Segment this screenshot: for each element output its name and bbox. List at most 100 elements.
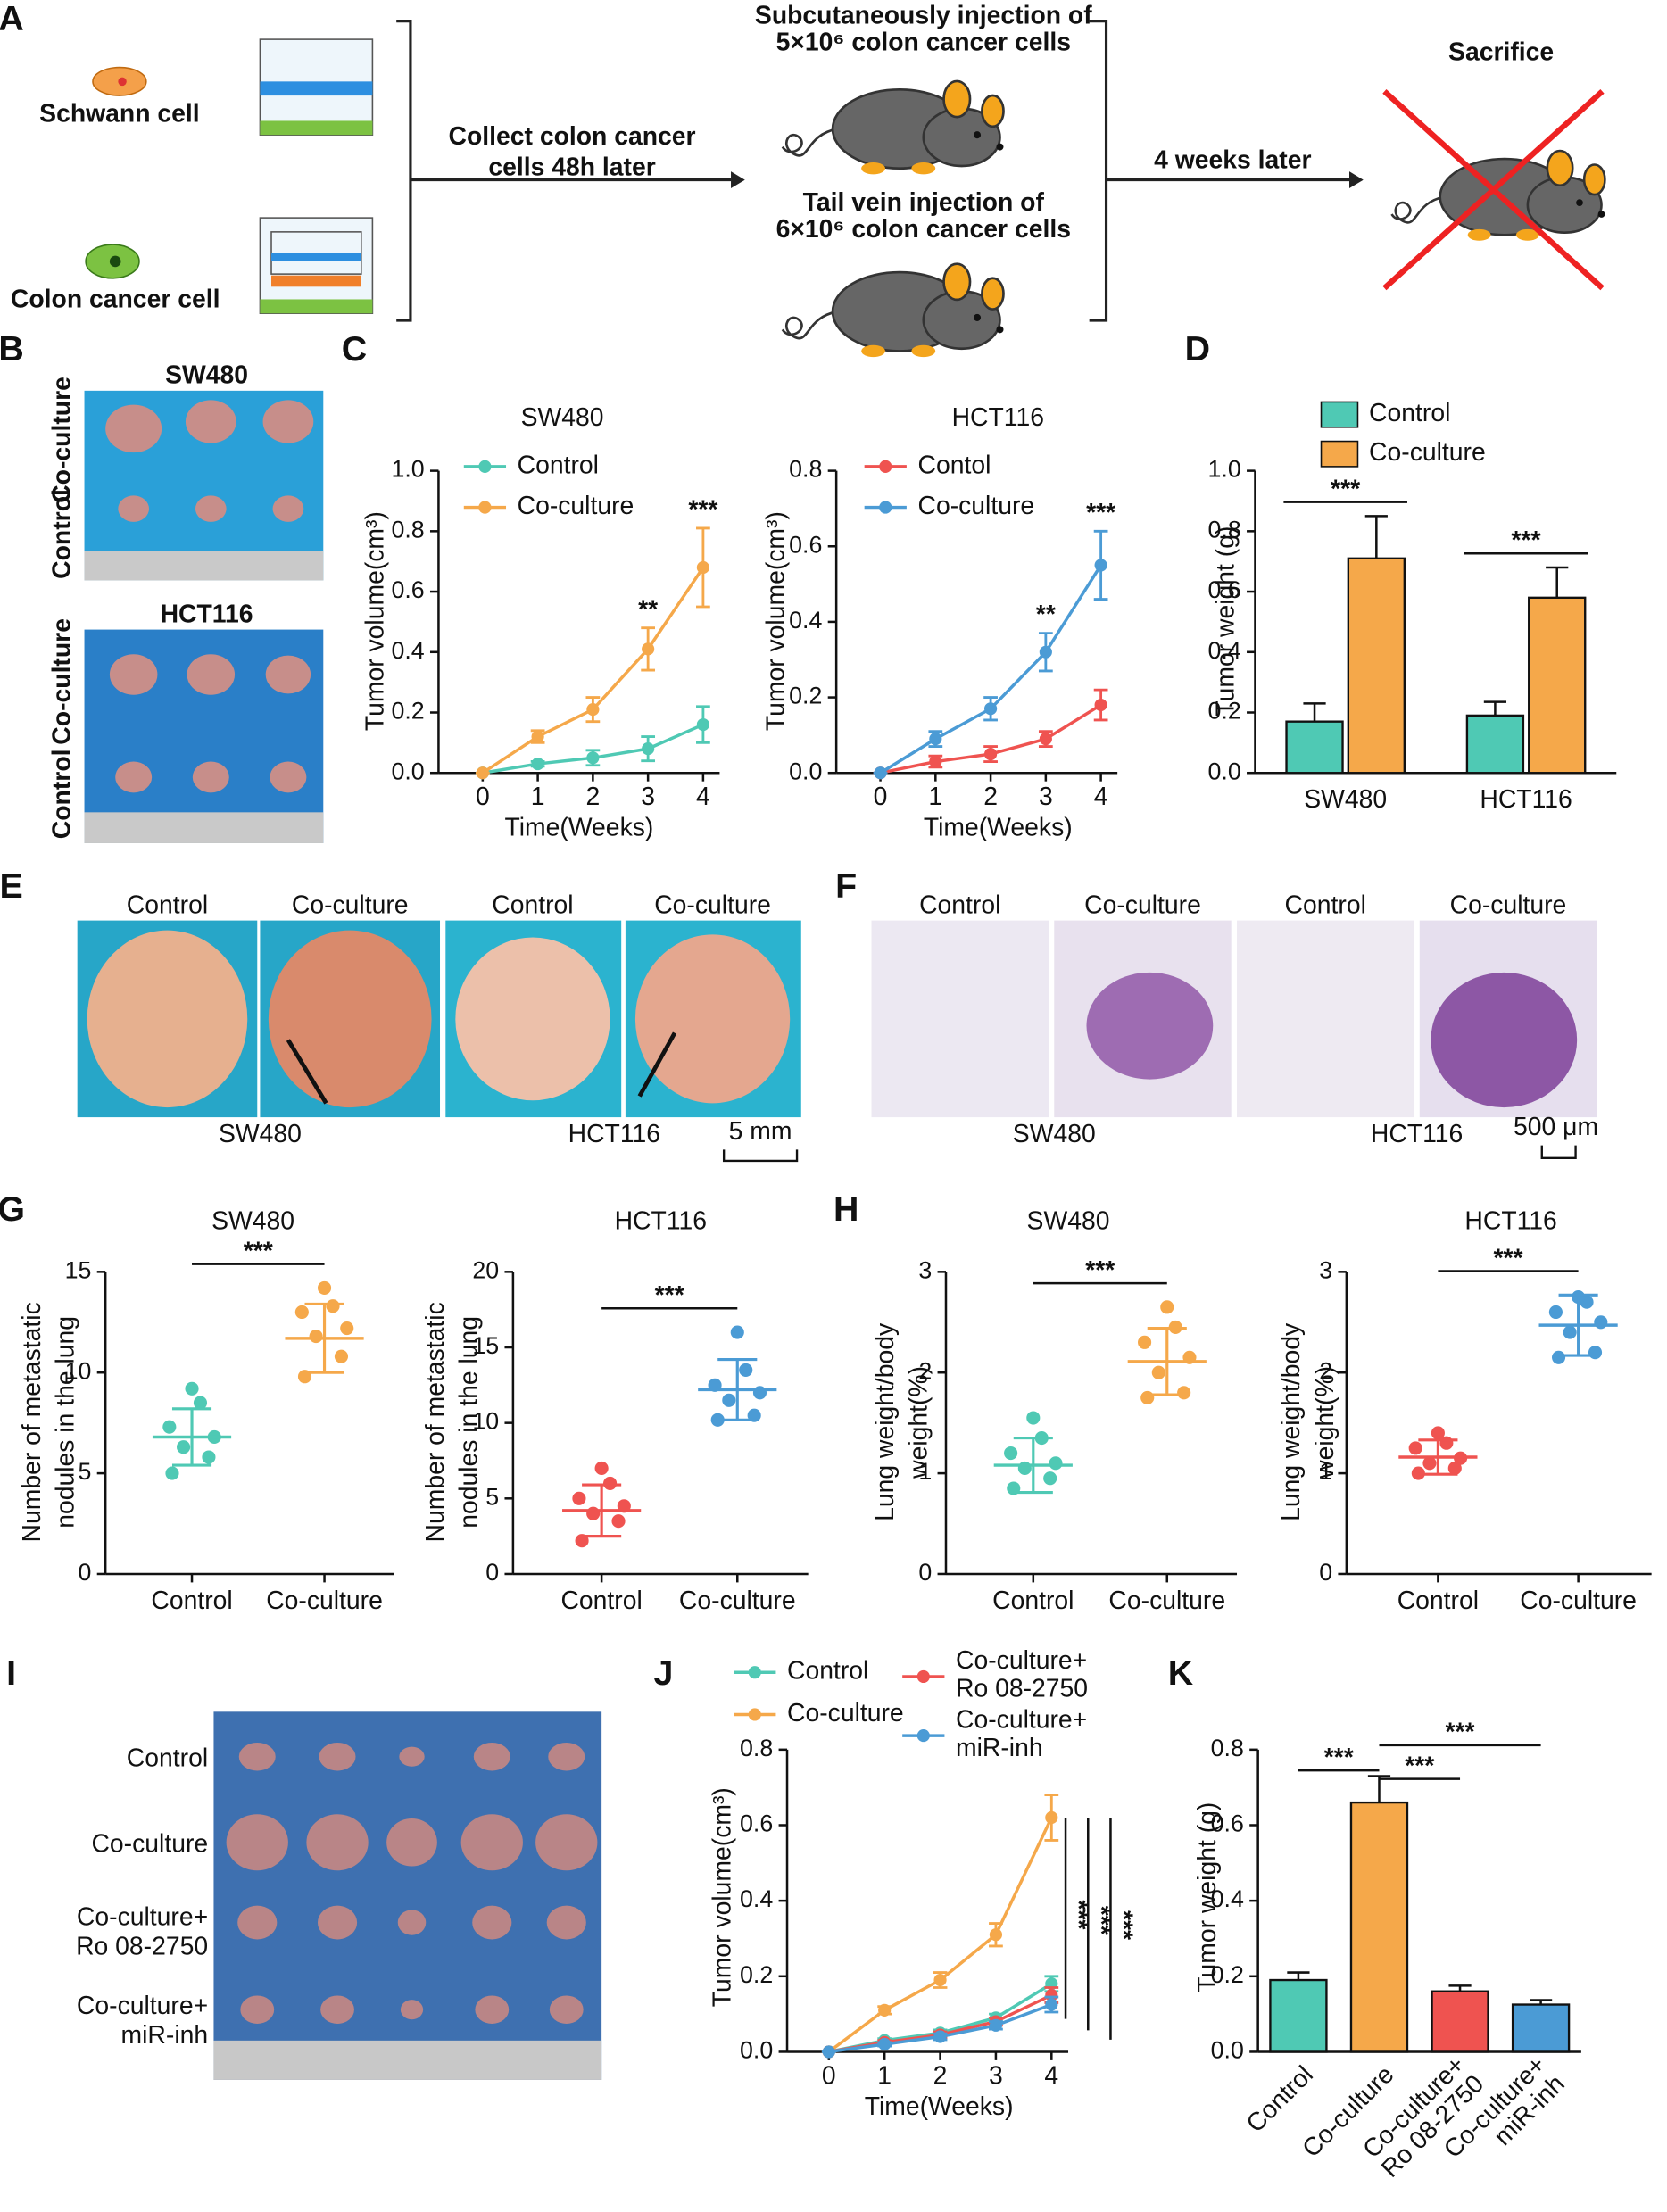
- label: Collect colon cancer: [449, 122, 696, 151]
- x-tick-label: 3: [989, 2061, 1003, 2090]
- panel-letter: E: [0, 866, 23, 906]
- y-axis-label: Lung weight/body weight(%): [871, 1322, 933, 1521]
- ruler: [84, 551, 324, 581]
- tumor: [262, 400, 314, 443]
- line: [879, 564, 1103, 775]
- point: [1551, 1350, 1566, 1364]
- x-tick-label: 1: [531, 783, 545, 811]
- y-axis-label: Lung weight/body weight(%): [1277, 1322, 1339, 1521]
- tumor: [105, 404, 162, 453]
- scale-bar: [722, 1149, 799, 1163]
- point: [165, 1466, 179, 1480]
- point: [193, 1396, 208, 1410]
- annotation: ***: [1512, 526, 1541, 555]
- column-label: Co-culture: [654, 891, 771, 919]
- x-tick-label: 3: [1039, 783, 1053, 811]
- x-tick-label: 0: [874, 783, 888, 811]
- point: [317, 1280, 332, 1295]
- error-bar: [1558, 1293, 1598, 1357]
- label: Colon cancer cell: [11, 286, 220, 314]
- point: [586, 1506, 601, 1520]
- legend-marker: [748, 1708, 761, 1721]
- tumor: [460, 1814, 523, 1871]
- y-tick-label: 0.0: [740, 2037, 773, 2064]
- legend-swatch: [1320, 401, 1359, 428]
- point: [730, 1325, 744, 1339]
- point: [696, 717, 709, 732]
- tumor: [237, 1905, 278, 1940]
- dish: [259, 38, 374, 136]
- x-tick-label: Control: [992, 1587, 1074, 1615]
- x-tick-label: Co-culture: [1108, 1587, 1225, 1615]
- chart-title: SW480: [521, 403, 604, 432]
- point: [531, 757, 544, 771]
- y-tick-label: 0.4: [1208, 637, 1241, 664]
- point: [933, 1973, 947, 1987]
- point: [1563, 1325, 1577, 1339]
- y-tick-label: 0.0: [789, 758, 822, 784]
- point: [177, 1440, 191, 1454]
- column-label: Control: [919, 891, 1000, 919]
- tumor: [185, 400, 236, 443]
- panel-letter: G: [0, 1189, 25, 1229]
- panel-letter: H: [834, 1189, 858, 1229]
- point: [1160, 1300, 1174, 1314]
- point: [642, 742, 655, 756]
- point: [878, 2003, 892, 2017]
- lung: [268, 930, 432, 1108]
- error-bar: [1546, 566, 1569, 598]
- bar: [1347, 557, 1406, 775]
- error-bar: [1287, 1971, 1310, 1981]
- point: [1594, 1315, 1608, 1330]
- panel-letters: A B C D E F G H I J K: [0, 0, 1210, 1693]
- point: [202, 1450, 216, 1464]
- label: Subcutaneously injection of: [755, 1, 1092, 29]
- legend-marker: [916, 1728, 930, 1743]
- y-tick-label: 0.6: [391, 576, 424, 603]
- point: [603, 1476, 618, 1490]
- legend-marker: [478, 460, 492, 473]
- point: [572, 1491, 586, 1505]
- cell-line-label: SW480: [1013, 1120, 1096, 1148]
- x-tick-label: Co-culture: [266, 1587, 383, 1615]
- tumor: [319, 1742, 356, 1771]
- annotation: ***: [1405, 1752, 1434, 1780]
- annotation: ***: [1493, 1244, 1522, 1272]
- bar: [1269, 1978, 1328, 2053]
- x-tick-label: 2: [933, 2061, 948, 2090]
- label: 6×10⁶ colon cancer cells: [776, 215, 1071, 244]
- x-tick-label: SW480: [1304, 785, 1387, 814]
- x-tick-label: Co-culture: [679, 1587, 796, 1615]
- x-tick-label: Control: [1241, 2060, 1319, 2138]
- legend-label: Co-culture: [1369, 438, 1486, 467]
- point: [1447, 1461, 1462, 1476]
- y-tick-label: 0.6: [740, 1810, 773, 1837]
- panel-letter: A: [0, 0, 24, 38]
- tumor: [386, 1818, 437, 1867]
- point: [822, 2045, 835, 2059]
- column-label: Co-culture: [1084, 891, 1201, 919]
- y-axis-label: Tumor volume(cm³): [761, 511, 790, 731]
- y-tick-label: 1: [918, 1458, 932, 1485]
- lung: [455, 937, 610, 1101]
- tumor: [548, 1742, 585, 1771]
- point: [1431, 1426, 1445, 1440]
- cell-line-label: HCT116: [568, 1120, 660, 1148]
- y-tick-label: 5: [485, 1483, 499, 1510]
- arrow: [637, 1031, 677, 1098]
- point: [1094, 559, 1107, 572]
- cell-line-label: SW480: [219, 1120, 302, 1148]
- column-label: Control: [127, 891, 208, 919]
- panel-a: Schwann cell Colon cancer cell Collect c…: [11, 1, 1606, 359]
- y-tick-label: 3: [918, 1256, 932, 1283]
- y-tick-label: 20: [472, 1256, 499, 1283]
- arrow-head: [731, 171, 745, 189]
- scale-label: 5 mm: [729, 1117, 792, 1146]
- y-tick-label: 0.4: [789, 607, 822, 634]
- y-axis-label: Tumor weight (g): [1193, 1802, 1222, 1992]
- error-bar: [1364, 515, 1388, 559]
- x-axis-label: Time(Weeks): [865, 2092, 1014, 2121]
- y-tick-label: 0.2: [391, 698, 424, 725]
- bracket: [396, 20, 412, 322]
- y-tick-label: 1: [1319, 1458, 1332, 1485]
